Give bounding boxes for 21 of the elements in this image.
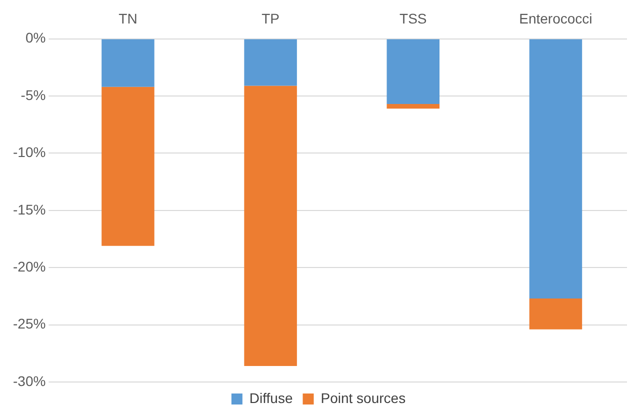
bar bbox=[102, 39, 154, 87]
bar bbox=[244, 39, 297, 86]
y-tick-label: -30% bbox=[12, 372, 46, 389]
bar bbox=[529, 39, 582, 298]
y-tick-label: -15% bbox=[12, 201, 46, 218]
bar bbox=[386, 104, 440, 109]
x-tick-label: TN bbox=[118, 10, 138, 26]
bar bbox=[244, 86, 297, 366]
x-tick-label: TP bbox=[262, 10, 280, 26]
y-tick-label: -20% bbox=[12, 258, 46, 274]
y-tick-label: -25% bbox=[12, 316, 46, 332]
legend-label: Diffuse bbox=[249, 390, 293, 406]
y-tick-label: 0% bbox=[25, 30, 46, 46]
bar bbox=[529, 298, 582, 330]
bar bbox=[102, 86, 154, 246]
y-tick-label: -10% bbox=[12, 144, 46, 160]
y-tick-label: -5% bbox=[20, 86, 46, 103]
legend-label: Point sources bbox=[320, 390, 406, 406]
x-tick-label: TSS bbox=[400, 10, 427, 26]
x-tick-label: Enterococci bbox=[519, 10, 592, 26]
bar bbox=[386, 39, 440, 104]
